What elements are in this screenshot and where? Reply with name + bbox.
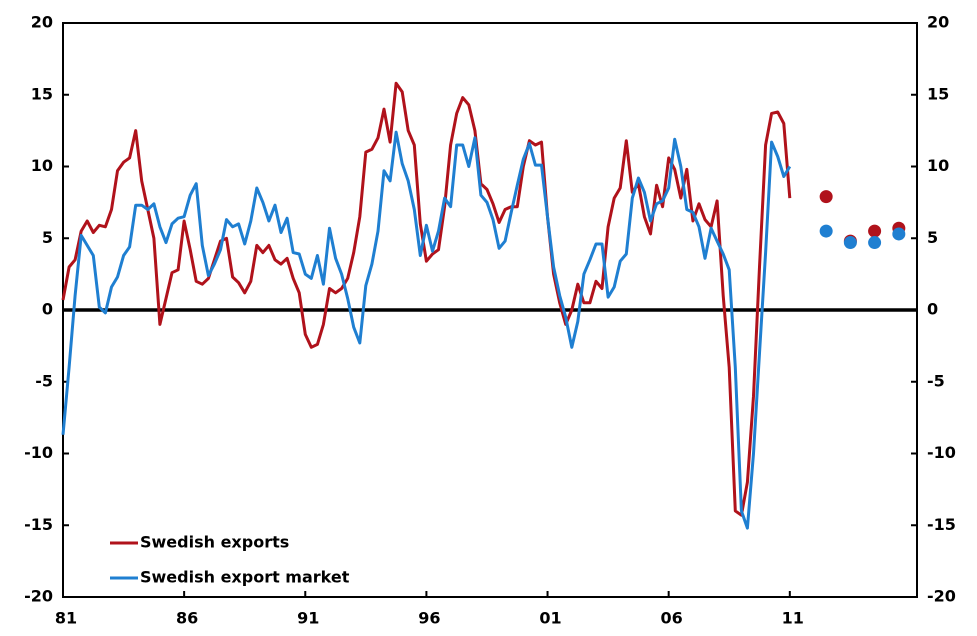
series-line [61, 130, 792, 530]
legend-label: Swedish exports [140, 533, 289, 552]
x-tick-label: 81 [55, 609, 77, 628]
legend-label: Swedish export market [140, 568, 350, 587]
y-tick-label: 0 [42, 300, 53, 319]
y2-tick-label: 10 [927, 156, 949, 175]
x-tick-label: 11 [782, 609, 804, 628]
y2-tick-label: -10 [927, 443, 956, 462]
y-tick-label: 5 [42, 228, 53, 247]
series-line [61, 81, 792, 517]
y-tick-label: -5 [35, 371, 53, 390]
forecast-dot [892, 227, 906, 241]
forecast-dot [868, 224, 882, 238]
y2-tick-label: -15 [927, 515, 956, 534]
y2-tick-label: -5 [927, 371, 945, 390]
forecast-dot [843, 236, 857, 250]
x-tick-label: 86 [176, 609, 198, 628]
forecast-dot [868, 236, 882, 250]
y-tick-label: 15 [31, 84, 53, 103]
y2-tick-label: 5 [927, 228, 938, 247]
y-tick-label: 20 [31, 13, 53, 32]
y2-tick-label: 15 [927, 84, 949, 103]
x-tick-label: 06 [661, 609, 683, 628]
forecast-dot [819, 224, 833, 238]
forecast-dot [819, 190, 833, 204]
x-tick-label: 91 [297, 609, 319, 628]
y-tick-label: 10 [31, 156, 53, 175]
y-tick-label: -15 [24, 515, 53, 534]
y2-tick-label: 20 [927, 13, 949, 32]
y-tick-label: -20 [24, 587, 53, 606]
y2-tick-label: 0 [927, 300, 938, 319]
y-tick-label: -10 [24, 443, 53, 462]
x-tick-label: 01 [539, 609, 561, 628]
y2-tick-label: -20 [927, 587, 956, 606]
x-tick-label: 96 [418, 609, 440, 628]
